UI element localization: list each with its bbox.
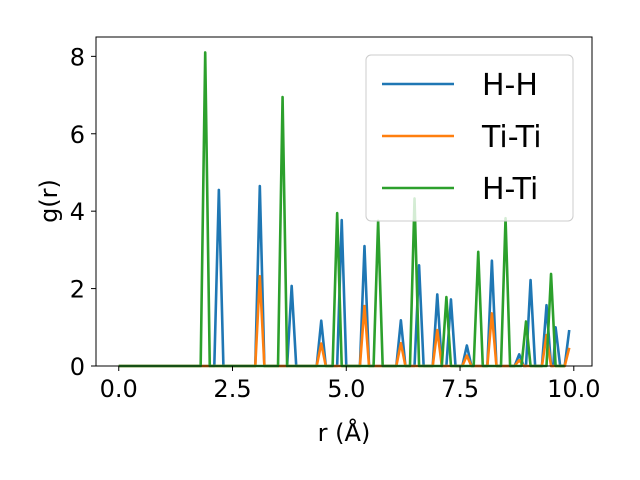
- legend-label-ti-ti: Ti-Ti: [481, 120, 542, 155]
- x-tick-label: 2.5: [213, 375, 251, 403]
- plot-area-frame: [95, 36, 593, 367]
- y-tick-label: 6: [70, 121, 85, 149]
- y-tick-label: 4: [70, 198, 85, 226]
- y-axis-title: g(r): [35, 179, 63, 223]
- legend-box: [365, 54, 574, 222]
- x-axis: 0.0 2.5 5.0 7.5 10.0: [100, 366, 601, 403]
- legend: H-H Ti-Ti H-Ti: [365, 54, 574, 222]
- x-tick-label: 5.0: [327, 375, 365, 403]
- y-tick-label: 0: [70, 353, 85, 381]
- x-axis-title: r (Å): [318, 418, 371, 447]
- y-tick-label: 8: [70, 43, 85, 71]
- x-tick-label: 7.5: [441, 375, 479, 403]
- y-tick-label: 2: [70, 276, 85, 304]
- x-tick-label: 0.0: [100, 375, 138, 403]
- y-axis: 0 2 4 6 8: [70, 43, 96, 381]
- legend-label-h-ti: H-Ti: [482, 172, 538, 207]
- legend-label-h-h: H-H: [482, 68, 538, 103]
- x-tick-label: 10.0: [547, 375, 600, 403]
